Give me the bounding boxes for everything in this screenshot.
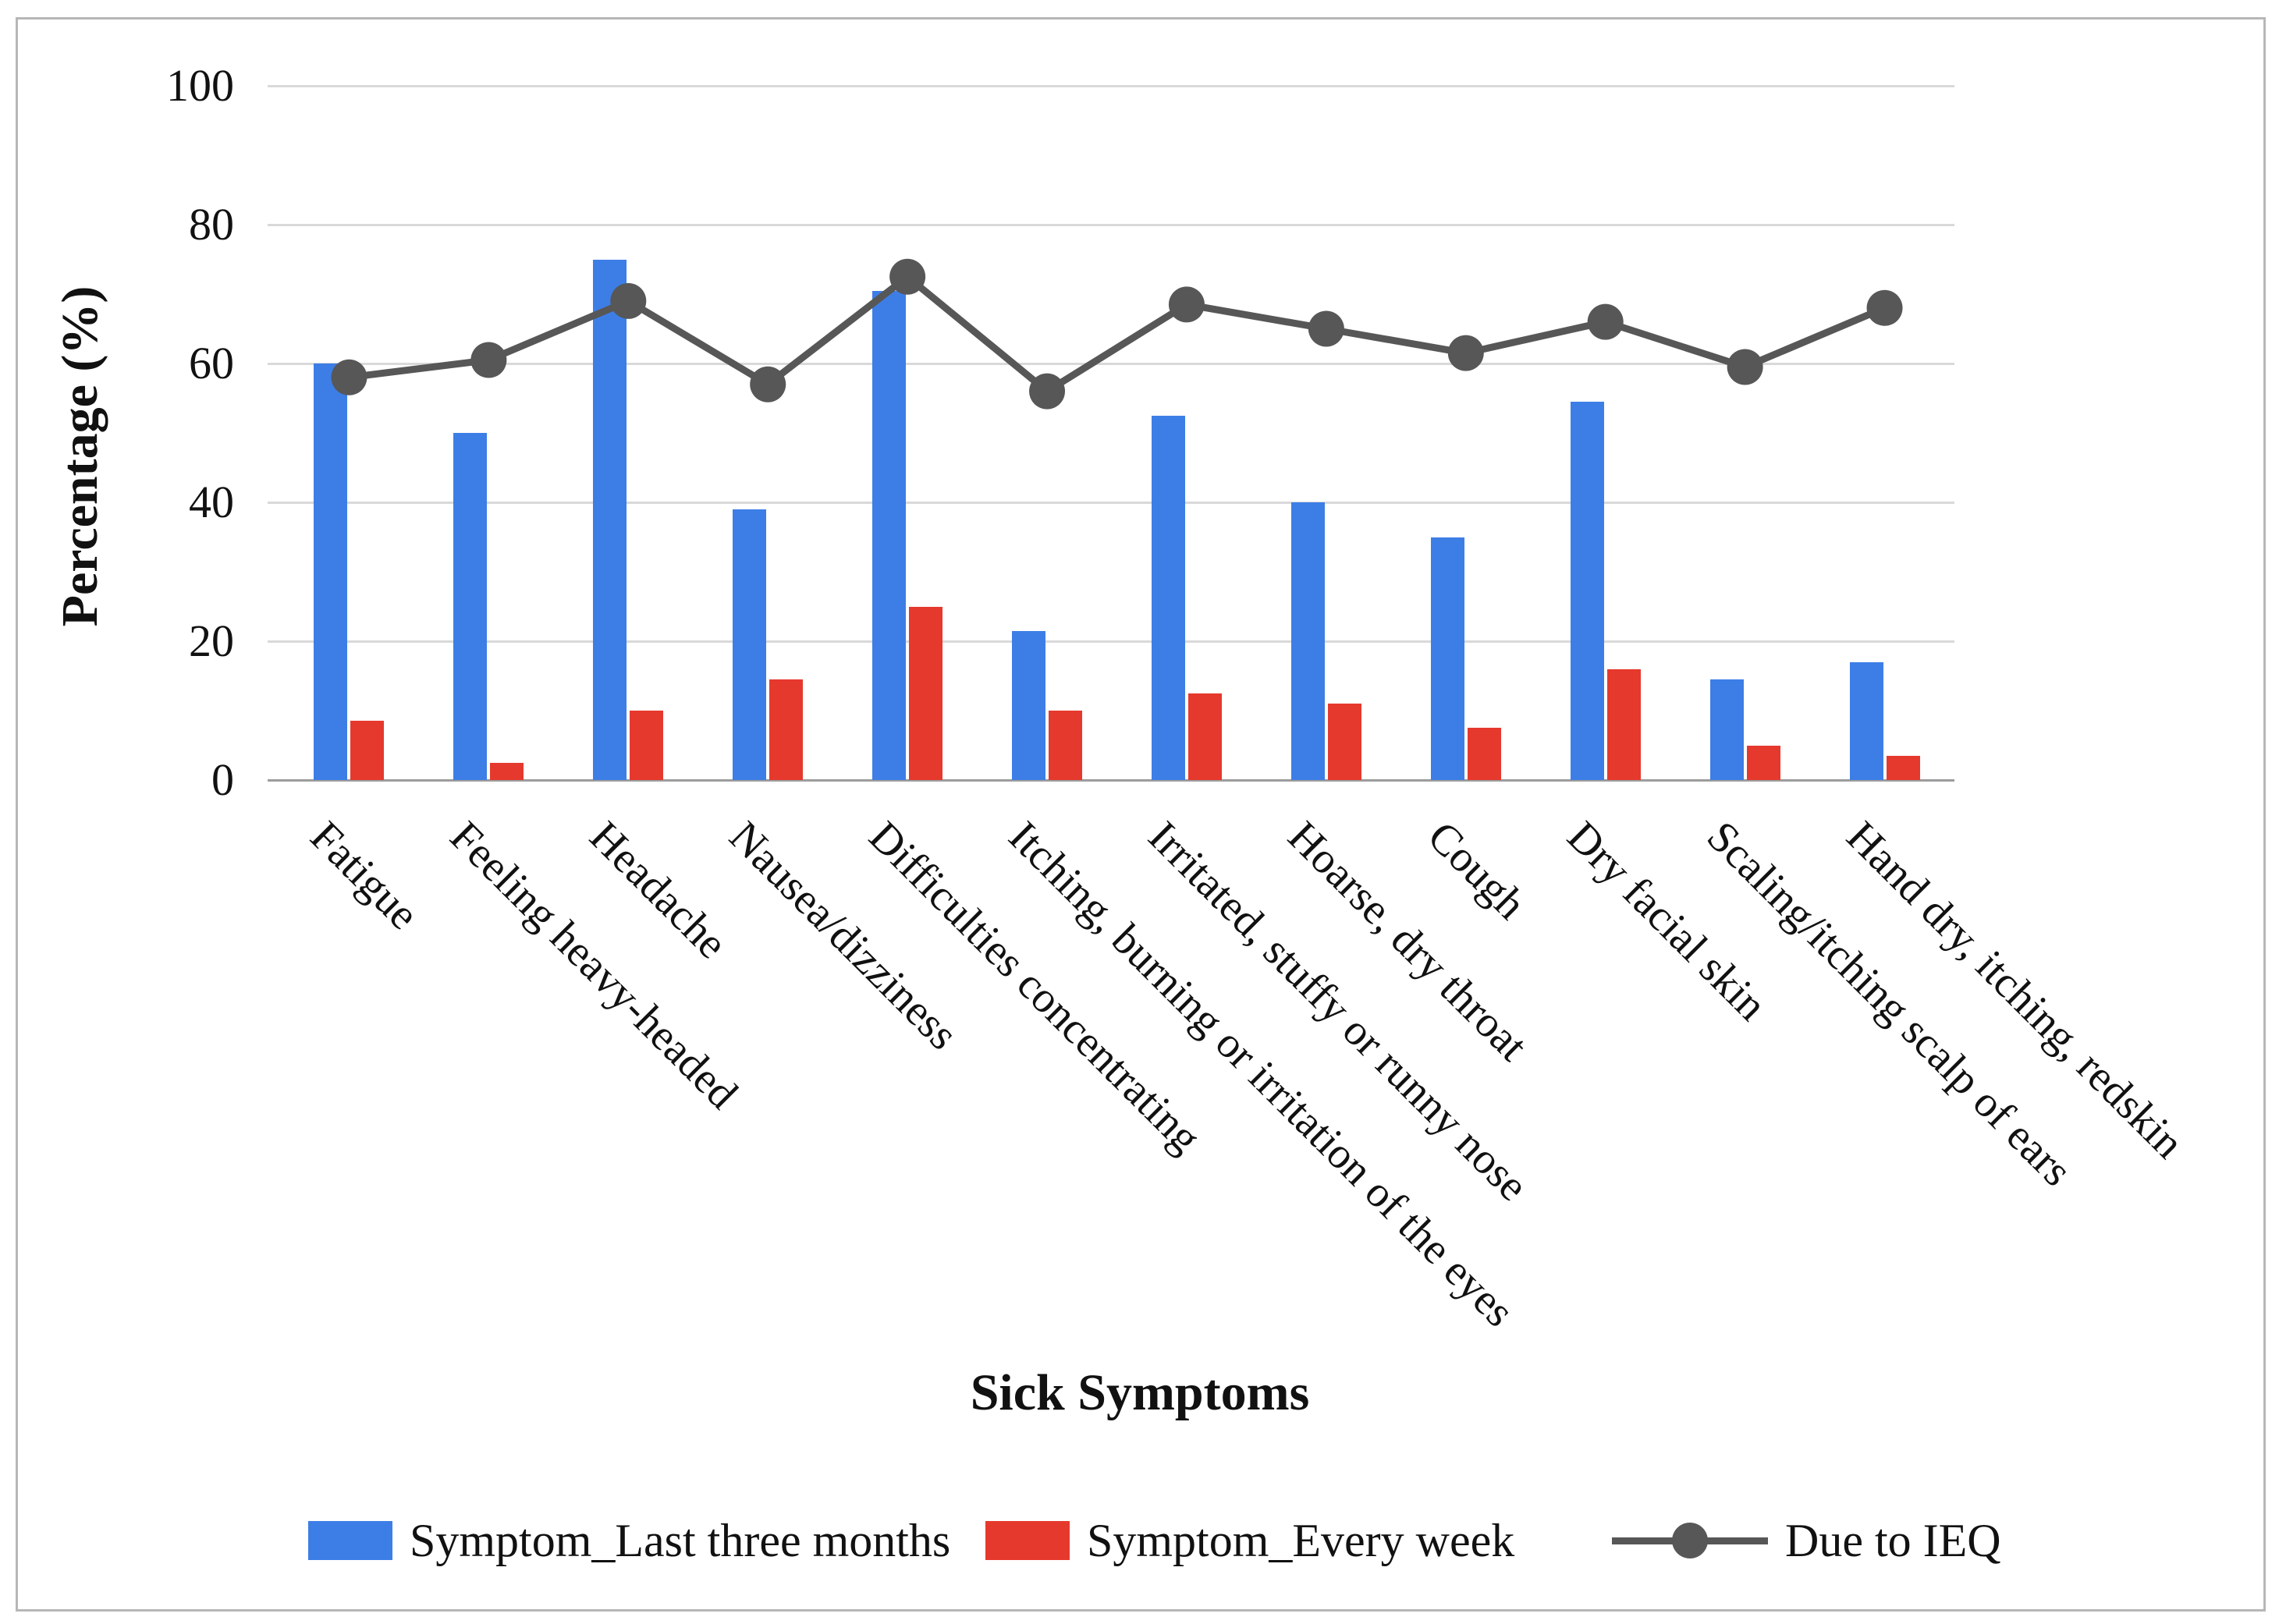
gridline-20 bbox=[268, 640, 1954, 643]
figure-border bbox=[16, 17, 2266, 1612]
y-axis-title: Percentage (%) bbox=[51, 285, 108, 627]
y-tick-label-100: 100 bbox=[166, 60, 234, 111]
bar-last-three-months-2 bbox=[593, 259, 627, 780]
bar-every-week-5 bbox=[1049, 711, 1083, 780]
legend-line-marker-icon bbox=[1612, 1521, 1768, 1560]
bar-every-week-8 bbox=[1467, 728, 1501, 780]
due-to-ieq-marker-2 bbox=[610, 282, 647, 319]
legend-item-due-to-ieq: Due to IEQ bbox=[1612, 1502, 2001, 1580]
y-tick-label-80: 80 bbox=[189, 199, 234, 250]
bar-last-three-months-6 bbox=[1151, 415, 1185, 780]
bar-every-week-6 bbox=[1187, 693, 1222, 780]
gridline-80 bbox=[268, 224, 1954, 226]
due-to-ieq-marker-0 bbox=[331, 359, 367, 395]
y-tick-label-60: 60 bbox=[189, 338, 234, 388]
bar-last-three-months-11 bbox=[1849, 661, 1883, 780]
gridline-40 bbox=[268, 502, 1954, 504]
bar-last-three-months-9 bbox=[1570, 401, 1604, 780]
gridline-60 bbox=[268, 363, 1954, 365]
bar-every-week-7 bbox=[1327, 704, 1361, 780]
due-to-ieq-marker-9 bbox=[1587, 303, 1624, 340]
bar-last-three-months-1 bbox=[453, 433, 488, 780]
due-to-ieq-marker-11 bbox=[1866, 289, 1903, 326]
legend-swatch-red bbox=[985, 1521, 1070, 1560]
bar-last-three-months-10 bbox=[1709, 679, 1744, 780]
due-to-ieq-marker-7 bbox=[1308, 310, 1344, 347]
legend-label: Due to IEQ bbox=[1785, 1515, 2001, 1566]
bar-every-week-0 bbox=[350, 721, 385, 780]
bar-last-three-months-5 bbox=[1012, 630, 1046, 780]
y-tick-label-20: 20 bbox=[189, 615, 234, 666]
due-to-ieq-marker-4 bbox=[889, 258, 926, 295]
bar-every-week-11 bbox=[1886, 755, 1920, 780]
y-tick-label-40: 40 bbox=[189, 477, 234, 527]
bar-every-week-10 bbox=[1746, 745, 1780, 780]
legend: Symptom_Last three months Symptom_Every … bbox=[0, 1502, 2279, 1580]
x-axis-title: Sick Symptoms bbox=[970, 1364, 1310, 1421]
legend-item-every-week: Symptom_Every week bbox=[985, 1502, 1514, 1580]
bar-every-week-2 bbox=[630, 711, 664, 780]
legend-item-last-three-months: Symptom_Last three months bbox=[308, 1502, 950, 1580]
due-to-ieq-marker-5 bbox=[1029, 373, 1066, 410]
due-to-ieq-marker-10 bbox=[1727, 349, 1763, 385]
bar-last-three-months-8 bbox=[1430, 537, 1464, 780]
due-to-ieq-marker-6 bbox=[1168, 286, 1205, 323]
bar-last-three-months-0 bbox=[314, 363, 348, 780]
bar-every-week-9 bbox=[1606, 668, 1641, 780]
bar-every-week-4 bbox=[909, 606, 943, 780]
legend-label: Symptom_Every week bbox=[1087, 1515, 1515, 1566]
due-to-ieq-marker-1 bbox=[470, 342, 507, 378]
bar-last-three-months-7 bbox=[1290, 502, 1325, 780]
gridline-0 bbox=[268, 779, 1954, 782]
bar-last-three-months-4 bbox=[872, 290, 907, 780]
due-to-ieq-marker-8 bbox=[1447, 335, 1484, 371]
bar-every-week-3 bbox=[769, 679, 804, 780]
due-to-ieq-line bbox=[348, 272, 1887, 396]
bar-last-three-months-3 bbox=[733, 509, 767, 780]
due-to-ieq-marker-3 bbox=[750, 366, 786, 402]
legend-swatch-blue bbox=[308, 1521, 392, 1560]
bar-every-week-1 bbox=[490, 762, 524, 780]
gridline-100 bbox=[268, 85, 1954, 87]
legend-label: Symptom_Last three months bbox=[410, 1515, 951, 1566]
y-tick-label-0: 0 bbox=[211, 754, 234, 805]
